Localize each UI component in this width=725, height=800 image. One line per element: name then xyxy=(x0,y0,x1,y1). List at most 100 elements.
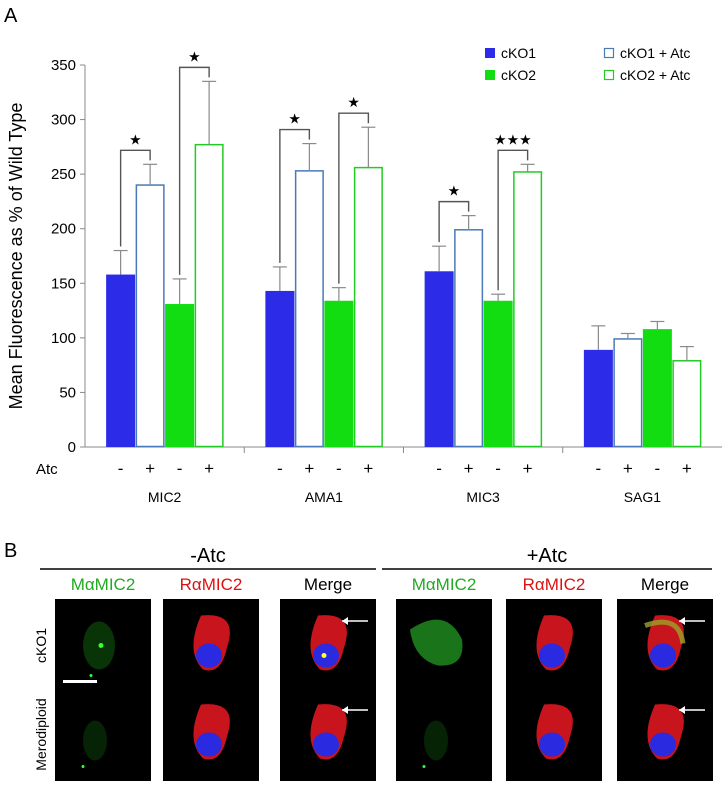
cell-stain-green xyxy=(410,619,463,666)
treatment-mark: + xyxy=(145,459,155,478)
cell-nucleus-blue xyxy=(196,732,222,757)
bar xyxy=(483,300,513,447)
cell-stain-green xyxy=(424,720,448,761)
treatment-mark: + xyxy=(304,459,314,478)
row-label: Merodiploid xyxy=(33,698,49,770)
column-header: Merge xyxy=(641,575,689,594)
significance-stars: ★ xyxy=(347,94,360,110)
bar xyxy=(294,170,324,448)
significance-stars: ★★★ xyxy=(494,131,532,147)
bar xyxy=(513,171,543,448)
bar xyxy=(106,274,136,447)
treatment-mark: + xyxy=(363,459,373,478)
significance-bracket xyxy=(438,200,470,243)
column-header: MαMIC2 xyxy=(71,575,136,594)
arrow-head xyxy=(342,706,348,714)
treatment-mark: - xyxy=(177,459,183,478)
treatment-mark: - xyxy=(655,459,661,478)
cell-nucleus-blue xyxy=(196,643,222,668)
y-tick-label: 250 xyxy=(51,166,76,183)
significance-stars: ★ xyxy=(188,48,201,64)
bar xyxy=(265,290,295,447)
cell-dot-green xyxy=(81,765,85,768)
panel-b-letter: B xyxy=(4,540,17,562)
bar xyxy=(324,300,354,447)
y-tick-label: 100 xyxy=(51,330,76,347)
group-header: +Atc xyxy=(527,545,568,567)
column-header: MαMIC2 xyxy=(412,575,477,594)
treatment-mark: + xyxy=(682,459,692,478)
cell-nucleus-blue xyxy=(539,643,565,668)
significance-stars: ★ xyxy=(288,111,301,127)
cell-dot-yellow xyxy=(321,653,327,658)
x-category-label: SAG1 xyxy=(624,489,662,505)
y-tick-label: 150 xyxy=(51,275,76,292)
bar xyxy=(583,349,613,447)
cell-nucleus-blue xyxy=(539,732,565,757)
x-category-label: AMA1 xyxy=(305,489,343,505)
micrograph-grid: -Atc +Atc MαMIC2 RαMIC2 Merge MαMIC2 RαMIC2 Mer… xyxy=(33,545,713,781)
treatment-mark: - xyxy=(495,459,501,478)
y-tick-label: 350 xyxy=(51,57,76,74)
treatment-mark: + xyxy=(523,459,533,478)
cell-nucleus-blue xyxy=(650,643,676,668)
significance-bracket xyxy=(279,128,311,263)
cell-stain-green xyxy=(83,720,107,761)
treatment-mark: - xyxy=(118,459,124,478)
treatment-mark: + xyxy=(464,459,474,478)
cell-stain-green xyxy=(644,619,686,644)
x-category-label: MIC2 xyxy=(148,489,182,505)
y-axis-label: Mean Fluorescence as % of Wild Type xyxy=(6,103,26,410)
row-label: cKO1 xyxy=(33,628,49,663)
y-tick-label: 0 xyxy=(68,439,76,456)
scale-bar xyxy=(63,680,97,683)
column-header: RαMIC2 xyxy=(523,575,586,594)
legend-swatch xyxy=(485,48,495,58)
significance-bracket xyxy=(497,149,529,291)
cell-dot-green xyxy=(422,765,426,768)
bar-chart: 0 50 100 150 200 250 300 350 Mean Fluorescence a… xyxy=(6,45,722,505)
bar xyxy=(135,184,165,448)
cell-dot-green xyxy=(89,674,93,677)
legend-label: cKO2 + Atc xyxy=(620,67,690,83)
significance-stars: ★ xyxy=(129,131,142,147)
y-tick-label: 200 xyxy=(51,221,76,238)
y-tick-label: 300 xyxy=(51,112,76,129)
legend-swatch xyxy=(485,70,495,80)
legend-label: cKO2 xyxy=(501,67,536,83)
cell-nucleus-blue xyxy=(650,732,676,757)
bar xyxy=(165,304,195,447)
bar xyxy=(672,360,702,448)
treatment-mark: + xyxy=(204,459,214,478)
significance-bracket xyxy=(338,112,370,284)
treatment-mark: - xyxy=(277,459,283,478)
bar xyxy=(454,229,484,448)
bar xyxy=(424,271,454,447)
significance-bracket xyxy=(119,149,151,247)
group-header: -Atc xyxy=(190,545,226,567)
column-header: Merge xyxy=(304,575,352,594)
x-category-label: MIC3 xyxy=(466,489,500,505)
legend-label: cKO1 + Atc xyxy=(620,45,690,61)
bar xyxy=(194,143,224,448)
treatment-mark: - xyxy=(436,459,442,478)
significance-stars: ★ xyxy=(448,183,461,199)
legend-swatch xyxy=(603,69,615,81)
significance-bracket xyxy=(178,66,210,275)
panel-a-letter: A xyxy=(4,5,18,27)
cell-nucleus-blue xyxy=(313,732,339,757)
treatment-mark: - xyxy=(336,459,342,478)
bar xyxy=(613,338,643,448)
bar xyxy=(642,329,672,447)
arrow-head xyxy=(679,617,685,625)
y-tick-label: 50 xyxy=(59,384,76,401)
treatment-mark: + xyxy=(623,459,633,478)
column-header: RαMIC2 xyxy=(180,575,243,594)
arrow-head xyxy=(342,617,348,625)
legend-swatch xyxy=(603,47,615,59)
arrow-head xyxy=(679,706,685,714)
treatment-mark: - xyxy=(596,459,602,478)
cell-dot-green xyxy=(98,643,104,648)
treatment-row-label: Atc xyxy=(36,461,58,478)
